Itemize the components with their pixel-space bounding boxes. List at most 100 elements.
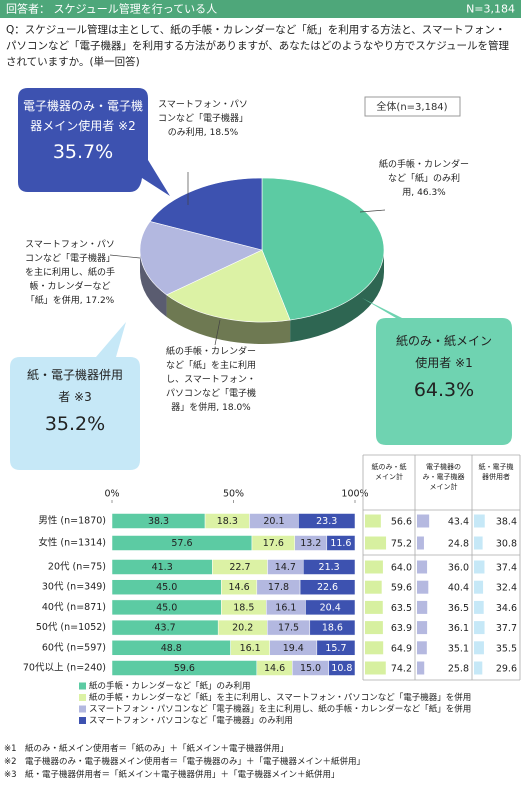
table-bar: [474, 536, 483, 550]
table-value: 32.4: [496, 583, 517, 594]
data-label: 21.3: [319, 562, 340, 573]
bar-segment: [326, 535, 356, 551]
legend-label: 紙の手帳・カレンダーなど「紙」を主に利用し、スマートフォン・パソコンなど「電子機…: [89, 692, 471, 703]
y-tick-label: 男性 (n=1870): [38, 515, 106, 527]
y-tick-label: 女性 (n=1314): [38, 537, 106, 549]
table-value: 75.2: [391, 539, 412, 550]
legend: 紙の手帳・カレンダーなど「紙」のみ利用紙の手帳・カレンダーなど「紙」を主に利用し…: [79, 681, 471, 726]
table-header: 紙・電子機器併用者: [478, 463, 514, 481]
table-grid: [362, 454, 521, 681]
table-bar: [417, 641, 427, 655]
callout-text: 紙・電子機器併用者 ※3 35.2%: [24, 364, 126, 440]
callout-box: [18, 88, 170, 196]
data-label: 41.3: [152, 562, 173, 573]
bar-segment: [302, 559, 356, 575]
table-bar: [365, 560, 383, 574]
data-label: 15.7: [325, 643, 346, 654]
table-bar: [474, 600, 484, 614]
data-label: 14.7: [275, 562, 296, 573]
legend-swatch: [79, 694, 86, 701]
table-bar: [365, 600, 383, 614]
table-value: 56.6: [391, 517, 412, 528]
data-label: 18.6: [322, 623, 343, 634]
callout-label: 紙のみ・紙メイン使用者 ※1: [395, 334, 492, 370]
table-value: 64.9: [391, 643, 412, 654]
table-bar: [417, 580, 429, 594]
y-tick-label: 70代以上 (n=240): [23, 663, 106, 674]
data-label: 17.8: [268, 582, 289, 593]
table-bar: [417, 560, 428, 574]
pie-label: 紙の手帳・カレンダーなど「紙」のみ利用, 46.3%: [376, 158, 472, 200]
header-title: 回答者： スケジュール管理を行っている人: [6, 2, 217, 16]
pie-value: 17.2%: [85, 296, 115, 306]
pie-category: スマートフォン・パソコンなど「電子機器」を主に利用し、紙の手帳・カレンダーなど「…: [24, 240, 115, 306]
table-value: 34.6: [496, 603, 517, 614]
table-bar: [474, 514, 485, 528]
data-label: 14.6: [264, 663, 285, 674]
callout-box: [10, 322, 140, 470]
footnote: ※1 紙のみ・紙メイン使用者＝「紙のみ」＋「紙メイン＋電子機器併用」: [4, 744, 289, 754]
pie-slice: [139, 221, 263, 296]
data-label: 13.2: [300, 538, 321, 549]
data-label: 17.5: [278, 623, 299, 634]
data-label: 59.6: [174, 663, 195, 674]
header-n: N=3,184: [466, 3, 515, 16]
legend-label: 紙の手帳・カレンダーなど「紙」のみ利用: [89, 681, 251, 692]
data-label: 10.8: [331, 663, 352, 674]
table-bar: [365, 536, 387, 550]
table-bar: [417, 514, 430, 528]
x-tick-label: 0%: [104, 489, 119, 500]
callout-value: 35.7%: [52, 141, 114, 163]
legend-label: スマートフォン・パソコンなど「電子機器」を主に利用し、紙の手帳・カレンダーなど「…: [89, 704, 471, 715]
y-tick-label: 50代 (n=1052): [36, 622, 106, 633]
table-bar: [365, 661, 386, 675]
data-label: 15.0: [300, 663, 321, 674]
footnote: ※2 電子機器のみ・電子機器メイン使用者＝「電子機器のみ」＋「電子機器メイン＋紙…: [4, 757, 366, 767]
table-bar: [417, 600, 428, 614]
legend-swatch: [79, 682, 86, 690]
table-bar: [365, 621, 383, 635]
bar-segment: [299, 579, 356, 595]
pie-value: 46.3%: [417, 188, 446, 198]
table-value: 64.0: [391, 563, 412, 574]
data-label: 22.7: [229, 562, 250, 573]
table-value: 35.5: [496, 643, 517, 654]
data-label: 18.5: [233, 602, 254, 613]
bar-segment: [328, 660, 356, 676]
table-value: 29.6: [496, 664, 517, 675]
legend-label: スマートフォン・パソコンなど「電子機器」のみ利用: [89, 715, 293, 726]
data-label: 23.3: [316, 516, 337, 527]
y-tick-label: 60代 (n=597): [42, 642, 106, 653]
data-label: 45.0: [156, 602, 177, 613]
table-value: 24.8: [448, 539, 469, 550]
table-bar: [365, 641, 384, 655]
data-label: 20.4: [320, 602, 341, 613]
legend-swatch: [79, 717, 86, 724]
bar-segment: [316, 640, 356, 656]
table-value: 35.1: [448, 643, 469, 654]
pie-depth: [290, 250, 384, 343]
subtitle-box: [364, 96, 461, 117]
table-bar: [417, 661, 425, 675]
table-value: 36.0: [448, 563, 469, 574]
bar-chart: 0% 50% 100% 男性 (n=1870) 38.3 18.3 20.1 23.3 女性 (…: [23, 489, 369, 676]
pie-category: 紙の手帳・カレンダーなど「紙」を主に利用し、スマートフォン・パソコンなど「電子機…: [165, 347, 256, 413]
data-label: 43.7: [155, 623, 176, 634]
footnote: ※3 紙・電子機器併用者＝「紙メイン＋電子機器併用」＋「電子機器メイン＋紙併用」: [4, 770, 340, 780]
pie-depth: [140, 250, 167, 317]
table-value: 43.4: [448, 517, 469, 528]
table-bar: [365, 514, 381, 528]
data-label: 22.6: [317, 582, 338, 593]
table-value: 36.5: [448, 603, 469, 614]
callout-value: 64.3%: [413, 379, 475, 401]
data-label: 11.6: [330, 538, 351, 549]
table-value: 37.7: [496, 623, 517, 634]
table-value: 38.4: [496, 517, 517, 528]
table-bar: [474, 661, 483, 675]
data-label: 14.6: [229, 582, 250, 593]
pie-slice: [261, 177, 385, 321]
data-label: 48.8: [161, 643, 182, 654]
question: Q：スケジュール管理は主として、紙の手帳・カレンダーなど「紙」を利用する方法と、…: [6, 24, 510, 68]
table-value: 37.4: [496, 563, 517, 574]
